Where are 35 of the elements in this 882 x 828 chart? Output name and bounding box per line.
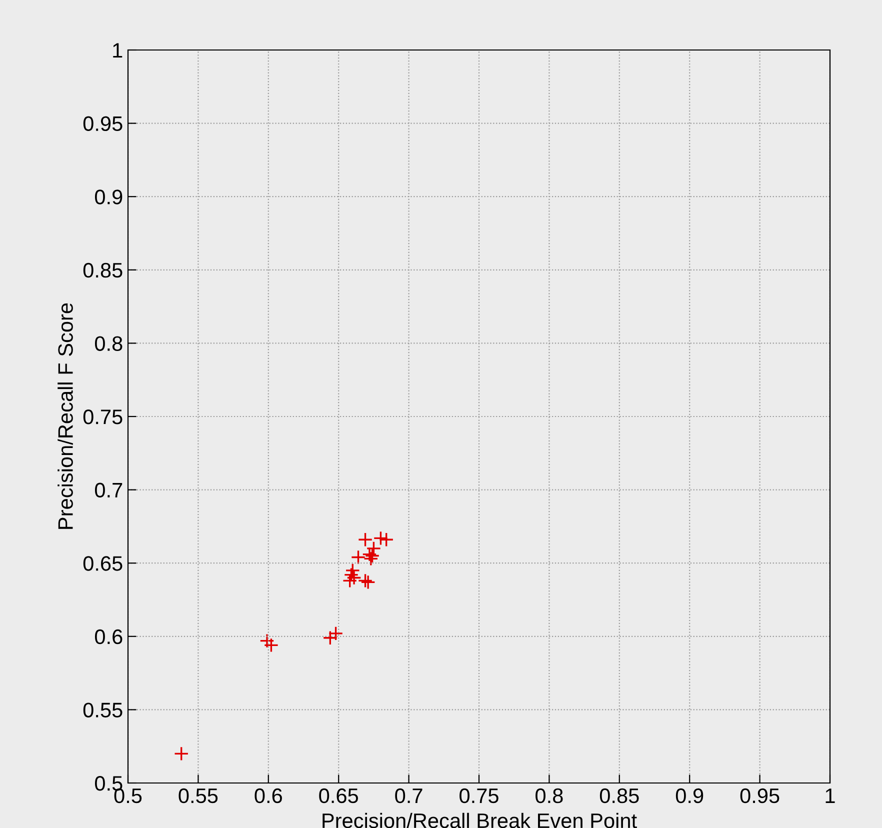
point <box>345 563 360 578</box>
point <box>363 551 378 566</box>
point <box>373 530 388 546</box>
point <box>174 746 189 762</box>
point <box>358 532 373 548</box>
point <box>358 573 373 588</box>
point <box>346 570 362 586</box>
x-tick-label: 0.95 <box>740 788 780 804</box>
x-tick-label: 0.9 <box>676 788 704 804</box>
x-tick-label: 0.8 <box>536 788 563 804</box>
point <box>350 550 366 565</box>
point <box>360 574 376 590</box>
point <box>260 633 274 648</box>
x-tick-label: 0.6 <box>254 788 282 804</box>
point <box>378 532 394 548</box>
y-tick-label: 0.8 <box>94 336 122 351</box>
x-tick-label: 0.65 <box>319 788 358 804</box>
x-tick-label: 1 <box>826 788 835 803</box>
x-tick-label: 0.55 <box>178 788 218 804</box>
y-tick-label: 0.55 <box>83 702 122 718</box>
y-tick-label: 1 <box>113 43 122 58</box>
y-tick-label: 0.7 <box>94 482 122 498</box>
x-tick-label: 0.75 <box>460 788 498 804</box>
y-tick-label: 0.85 <box>83 262 122 278</box>
y-tick-label: 0.9 <box>94 190 122 204</box>
x-tick-label: 0.85 <box>600 788 639 804</box>
y-axis-title: Precision/Recall F Score <box>58 303 73 529</box>
x-axis-title: Precision/Recall Break Even Point <box>322 812 637 828</box>
y-tick-label: 0.65 <box>83 556 122 571</box>
y-tick-label: 0.95 <box>83 116 122 132</box>
point <box>264 638 279 653</box>
x-tick-label: 0.7 <box>395 788 422 804</box>
y-tick-label: 0.6 <box>94 629 122 644</box>
y-tick-label: 0.75 <box>83 410 122 424</box>
point <box>364 548 380 564</box>
